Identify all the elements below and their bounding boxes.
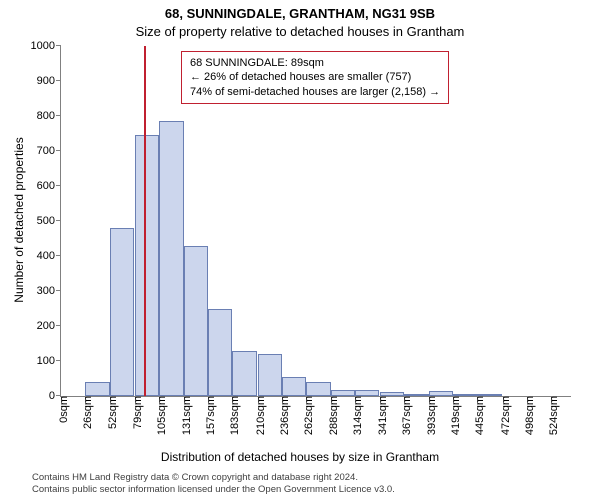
y-tick-mark <box>56 325 61 326</box>
x-axis-label: Distribution of detached houses by size … <box>0 450 600 464</box>
y-tick-mark <box>56 185 61 186</box>
y-tick-label: 800 <box>37 110 61 122</box>
footer-line1: Contains HM Land Registry data © Crown c… <box>32 472 395 484</box>
x-tick-label: 498sqm <box>518 396 536 435</box>
x-tick-label: 236sqm <box>273 396 291 435</box>
chart-title-address: 68, SUNNINGDALE, GRANTHAM, NG31 9SB <box>0 6 600 21</box>
x-tick-label: 341sqm <box>371 396 389 435</box>
x-tick-label: 288sqm <box>322 396 340 435</box>
histogram-bar <box>208 309 232 397</box>
annotation-line2: ← 26% of detached houses are smaller (75… <box>190 70 440 84</box>
x-tick-label: 210sqm <box>249 396 267 435</box>
histogram-bar <box>184 246 208 397</box>
x-tick-label: 367sqm <box>395 396 413 435</box>
x-tick-label: 445sqm <box>468 396 486 435</box>
y-tick-mark <box>56 150 61 151</box>
y-tick-mark <box>56 220 61 221</box>
y-tick-label: 900 <box>37 75 61 87</box>
x-tick-label: 157sqm <box>199 396 217 435</box>
y-tick-mark <box>56 45 61 46</box>
value-marker-line <box>144 46 146 396</box>
y-tick-label: 600 <box>37 180 61 192</box>
y-tick-label: 300 <box>37 285 61 297</box>
x-tick-label: 79sqm <box>126 396 144 429</box>
annotation-line1: 68 SUNNINGDALE: 89sqm <box>190 56 440 70</box>
attribution-footer: Contains HM Land Registry data © Crown c… <box>32 472 395 496</box>
annotation-box: 68 SUNNINGDALE: 89sqm ← 26% of detached … <box>181 51 449 104</box>
y-axis-label: Number of detached properties <box>12 55 26 220</box>
y-tick-mark <box>56 290 61 291</box>
y-tick-mark <box>56 80 61 81</box>
chart-container: 68, SUNNINGDALE, GRANTHAM, NG31 9SB Size… <box>0 0 600 500</box>
footer-line2: Contains public sector information licen… <box>32 484 395 496</box>
x-tick-label: 183sqm <box>223 396 241 435</box>
y-tick-label: 100 <box>37 355 61 367</box>
histogram-bar <box>85 382 109 396</box>
plot-area: 68 SUNNINGDALE: 89sqm ← 26% of detached … <box>60 46 571 397</box>
x-tick-label: 472sqm <box>494 396 512 435</box>
histogram-bar <box>135 135 159 396</box>
histogram-bar <box>159 121 183 396</box>
y-tick-mark <box>56 115 61 116</box>
x-tick-label: 0sqm <box>52 396 70 423</box>
x-tick-label: 314sqm <box>346 396 364 435</box>
x-tick-label: 26sqm <box>76 396 94 429</box>
y-tick-label: 200 <box>37 320 61 332</box>
y-tick-label: 400 <box>37 250 61 262</box>
x-tick-label: 393sqm <box>420 396 438 435</box>
annotation-line3: 74% of semi-detached houses are larger (… <box>190 85 440 99</box>
histogram-bar <box>232 351 256 397</box>
y-tick-label: 700 <box>37 145 61 157</box>
x-tick-label: 524sqm <box>542 396 560 435</box>
x-tick-label: 419sqm <box>444 396 462 435</box>
chart-subtitle: Size of property relative to detached ho… <box>0 24 600 39</box>
histogram-bar <box>110 228 134 396</box>
x-tick-label: 131sqm <box>175 396 193 435</box>
histogram-bar <box>258 354 282 396</box>
y-tick-mark <box>56 255 61 256</box>
histogram-bar <box>306 382 330 396</box>
x-tick-label: 52sqm <box>101 396 119 429</box>
y-tick-label: 500 <box>37 215 61 227</box>
histogram-bar <box>282 377 306 396</box>
y-tick-label: 1000 <box>31 40 61 52</box>
x-tick-label: 105sqm <box>150 396 168 435</box>
x-tick-label: 262sqm <box>297 396 315 435</box>
y-tick-mark <box>56 360 61 361</box>
